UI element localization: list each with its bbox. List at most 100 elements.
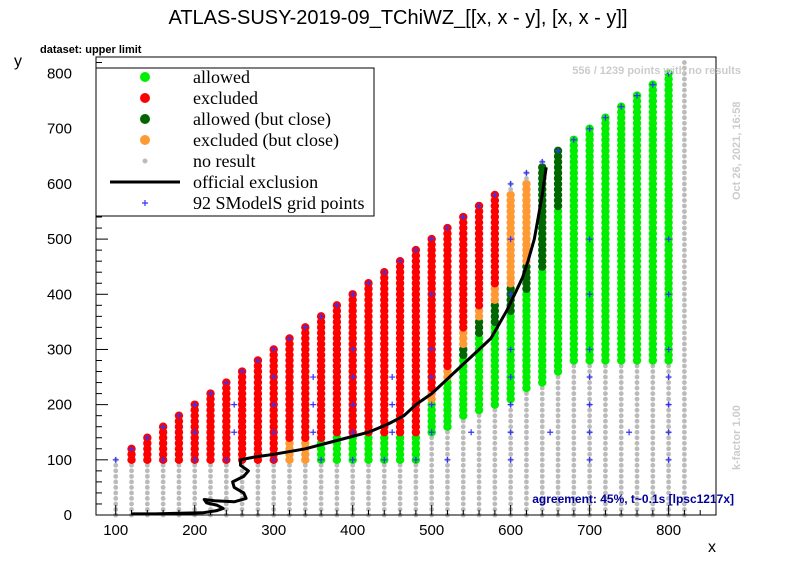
no-result-point (634, 507, 640, 512)
no-result-point (239, 501, 245, 507)
no-result-point (539, 396, 545, 402)
no-result-point (539, 407, 545, 413)
no-result-point (555, 402, 561, 408)
no-result-point (318, 501, 324, 507)
no-result-point (366, 496, 371, 501)
no-result-point (492, 468, 498, 474)
smodels-grid-point (428, 291, 435, 298)
smodels-grid-point (665, 346, 672, 353)
no-result-point (634, 363, 640, 369)
no-result-point (524, 413, 529, 419)
no-result-point (445, 451, 450, 457)
no-result-point (176, 468, 182, 474)
no-result-point (682, 363, 687, 369)
no-result-point (492, 429, 498, 435)
no-result-point (587, 501, 593, 507)
no-result-point (618, 490, 624, 496)
no-result-point (429, 451, 435, 457)
smodels-grid-point (507, 401, 514, 408)
no-result-point (618, 451, 624, 457)
no-result-point (524, 424, 529, 430)
smodels-grid-point (602, 114, 609, 121)
smodels-grid-point (586, 429, 593, 436)
smodels-grid-point (507, 180, 514, 187)
x-axis: 100 200 300 400 500 600 700 800 (103, 505, 701, 539)
smodels-grid-point (254, 357, 261, 364)
smodels-grid-point (665, 429, 672, 436)
no-result-point (476, 446, 482, 452)
no-result-point (176, 496, 182, 501)
no-result-point (571, 468, 577, 474)
no-result-point (445, 435, 450, 441)
no-result-point (366, 462, 371, 468)
smodels-grid-point (665, 236, 672, 243)
no-result-point (587, 473, 593, 479)
no-result-point (271, 462, 277, 468)
smodels-grid-point (349, 291, 356, 298)
no-result-point (682, 341, 687, 347)
no-result-point (129, 468, 134, 474)
no-result-point (587, 363, 593, 369)
no-result-point (508, 490, 514, 496)
no-result-point (255, 462, 261, 468)
no-result-point (239, 507, 245, 512)
no-result-point (176, 501, 182, 507)
no-result-point (476, 451, 482, 457)
no-result-point (129, 496, 134, 501)
smodels-grid-point (665, 374, 672, 381)
no-result-point (571, 440, 577, 446)
no-result-point (682, 65, 687, 71)
no-result-point (682, 131, 687, 137)
no-result-point (460, 490, 466, 496)
no-result-point (460, 479, 466, 485)
smodels-grid-point (389, 401, 396, 408)
smodels-grid-point (507, 456, 514, 463)
no-result-point (508, 407, 514, 413)
no-result-point (555, 396, 561, 402)
no-result-point (445, 496, 450, 501)
dataset-subtitle: dataset: upper limit (40, 44, 142, 56)
no-result-point (539, 468, 545, 474)
no-result-point (682, 435, 687, 441)
no-result-point (603, 440, 608, 446)
no-result-point (413, 468, 419, 474)
no-result-point (587, 380, 593, 385)
no-result-point (524, 462, 529, 468)
no-result-point (524, 429, 529, 435)
no-result-point (682, 451, 687, 457)
no-result-point (587, 385, 593, 391)
no-result-point (682, 319, 687, 325)
no-result-point (192, 490, 198, 496)
no-result-point (429, 468, 435, 474)
no-result-point (682, 391, 687, 397)
no-result-point (271, 501, 277, 507)
smodels-grid-point (507, 374, 514, 381)
no-result-point (682, 369, 687, 374)
no-result-point (555, 418, 561, 424)
no-result-point (555, 501, 561, 507)
smodels-grid-point (444, 456, 451, 463)
smodels-grid-point (223, 379, 230, 386)
no-result-point (618, 440, 624, 446)
legend-label: allowed (but close) (193, 109, 331, 130)
no-result-point (650, 490, 656, 496)
no-result-point (539, 429, 545, 435)
no-result-point (682, 209, 687, 214)
no-result-point (618, 496, 624, 501)
excluded-close-point (522, 179, 531, 189)
no-result-point (539, 490, 545, 496)
no-result-point (682, 142, 687, 148)
no-result-point (287, 507, 292, 512)
no-result-point (429, 490, 435, 496)
no-result-point (192, 479, 198, 485)
no-result-point (397, 485, 403, 490)
no-result-point (524, 402, 529, 408)
no-result-point (334, 473, 340, 479)
no-result-point (208, 490, 213, 496)
no-result-point (460, 418, 466, 424)
no-result-point (176, 462, 182, 468)
no-result-point (634, 429, 640, 435)
no-result-point (650, 407, 656, 413)
no-result-point (650, 369, 656, 374)
no-result-point (397, 496, 403, 501)
